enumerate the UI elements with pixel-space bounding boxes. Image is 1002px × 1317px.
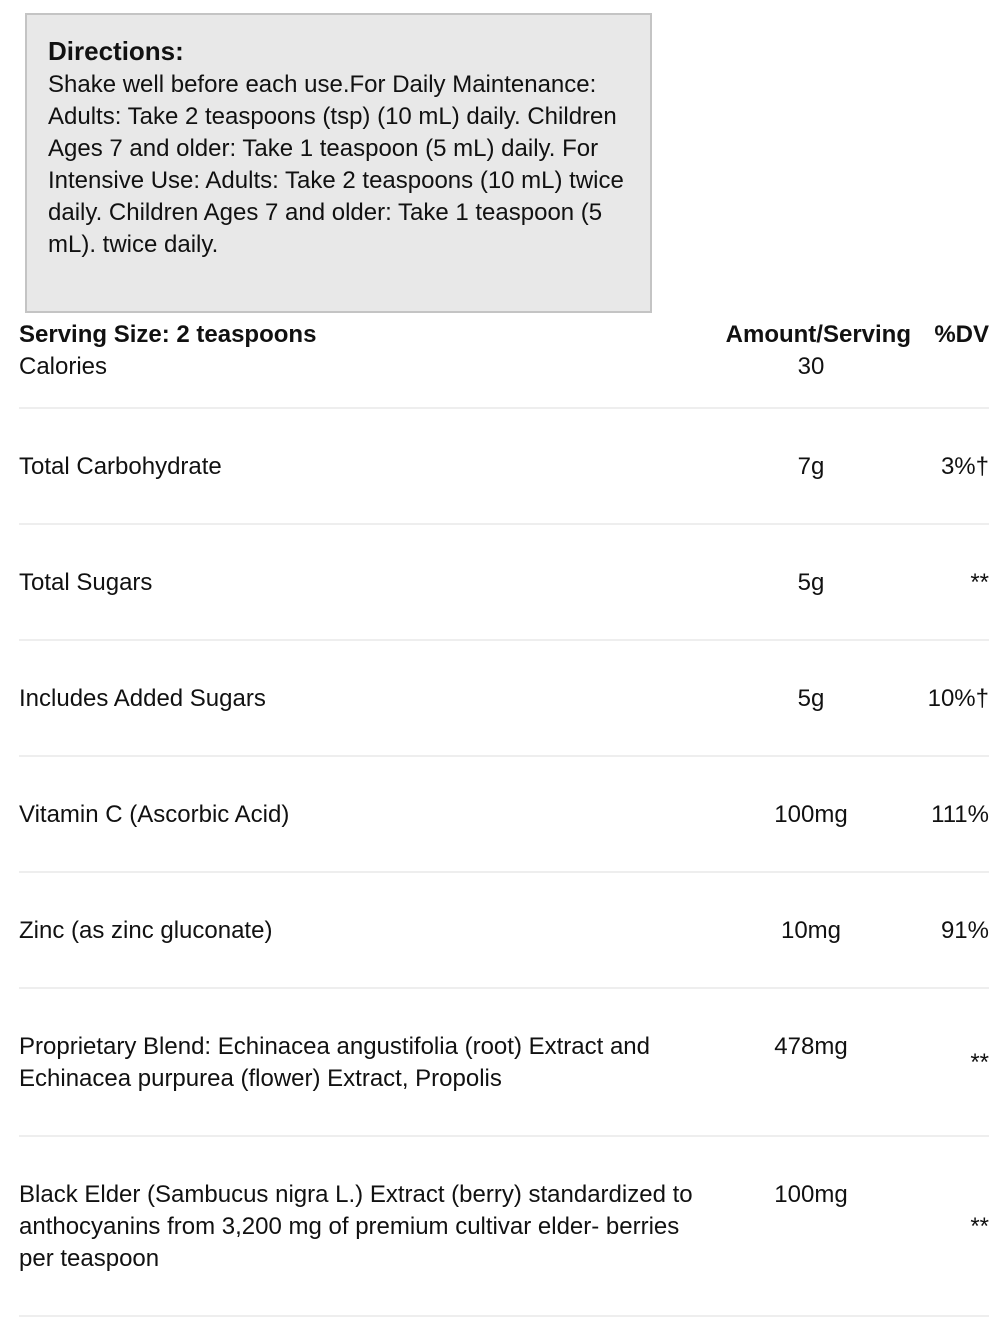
nutrient-row: Vitamin C (Ascorbic Acid) 100mg 111% [19, 756, 989, 873]
nutrient-row: Black Elder (Sambucus nigra L.) Extract … [19, 1136, 989, 1317]
nutrient-name: Total Sugars [19, 524, 711, 641]
nutrient-name: Total Carbohydrate [19, 408, 711, 525]
table-header: Serving Size: 2 teaspoons Amount/Serving… [19, 319, 989, 351]
daily-value: ** [911, 1136, 989, 1317]
daily-value: ** [911, 988, 989, 1137]
daily-value: 10%† [911, 640, 989, 757]
nutrient-name: Black Elder (Sambucus nigra L.) Extract … [19, 1136, 711, 1317]
nutrient-name: Proprietary Blend: Echinacea angustifoli… [19, 988, 711, 1137]
directions-box: Directions: Shake well before each use.F… [25, 13, 652, 313]
amount: 7g [711, 408, 911, 525]
amount: 478mg [711, 988, 911, 1137]
amount-header: Amount/Serving [725, 321, 911, 348]
nutrient-name: Vitamin C (Ascorbic Acid) [19, 756, 711, 873]
amount: 10mg [711, 872, 911, 989]
nutrient-name: Zinc (as zinc gluconate) [19, 872, 711, 989]
nutrient-row: Zinc (as zinc gluconate) 10mg 91% [19, 872, 989, 989]
amount: 30 [711, 351, 911, 409]
directions-text: Shake well before each use.For Daily Mai… [48, 71, 624, 258]
nutrient-row: Total Carbohydrate 7g 3%† [19, 408, 989, 525]
serving-size: Serving Size: 2 teaspoons [19, 321, 317, 348]
daily-value: 91% [911, 872, 989, 989]
directions-title: Directions: [48, 36, 184, 66]
nutrient-name: Includes Added Sugars [19, 640, 711, 757]
amount: 100mg [711, 1136, 911, 1317]
daily-value: 3%† [911, 408, 989, 525]
nutrient-row: Proprietary Blend: Echinacea angustifoli… [19, 988, 989, 1137]
daily-value: ** [911, 524, 989, 641]
daily-value: 111% [911, 756, 989, 873]
daily-value [911, 351, 989, 409]
nutrient-row: Total Sugars 5g ** [19, 524, 989, 641]
dv-header: %DV [934, 321, 989, 348]
nutrient-row: Includes Added Sugars 5g 10%† [19, 640, 989, 757]
table-body: Calories 30 Total Carbohydrate 7g 3%† Total S… [19, 351, 989, 1317]
nutrient-name: Calories [19, 351, 711, 409]
nutrient-row: Calories 30 [19, 351, 989, 409]
amount: 5g [711, 524, 911, 641]
amount: 100mg [711, 756, 911, 873]
nutrition-table: Serving Size: 2 teaspoons Amount/Serving… [19, 319, 989, 1317]
amount: 5g [711, 640, 911, 757]
